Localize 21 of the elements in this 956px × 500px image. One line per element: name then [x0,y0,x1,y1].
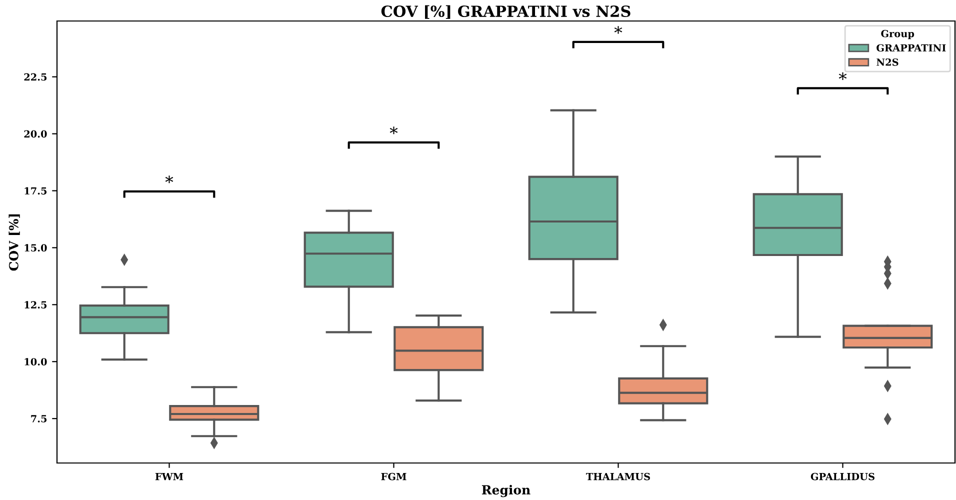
annotation: * [390,126,398,134]
y-tick-label: 7.5 [31,415,47,422]
annotation: * [165,176,174,184]
x-tick-label: FWM [155,473,184,480]
y-tick-label: 15.0 [24,244,47,252]
y-tick-label: 22.5 [24,73,47,81]
annotation: * [838,72,847,80]
y-axis-title: COV [%] [8,214,20,271]
annotation: * [614,26,622,34]
y-tick-label: 12.5 [24,301,47,308]
x-tick-label: GPALLIDUS [810,472,874,480]
legend-label: GRAPPATINI [876,44,946,52]
x-tick-label: FGM [381,472,406,480]
legend-label: N2S [876,58,898,66]
y-tick-label: 10.0 [24,358,47,366]
legend-title: Group [881,30,914,40]
y-tick-label: 20.0 [24,130,47,138]
x-axis-title: Region [482,484,530,498]
x-tick-label: THALAMUS [586,472,650,480]
chart-title: COV [%] GRAPPATINI vs N2S [381,5,630,19]
y-tick-label: 17.5 [24,187,47,195]
